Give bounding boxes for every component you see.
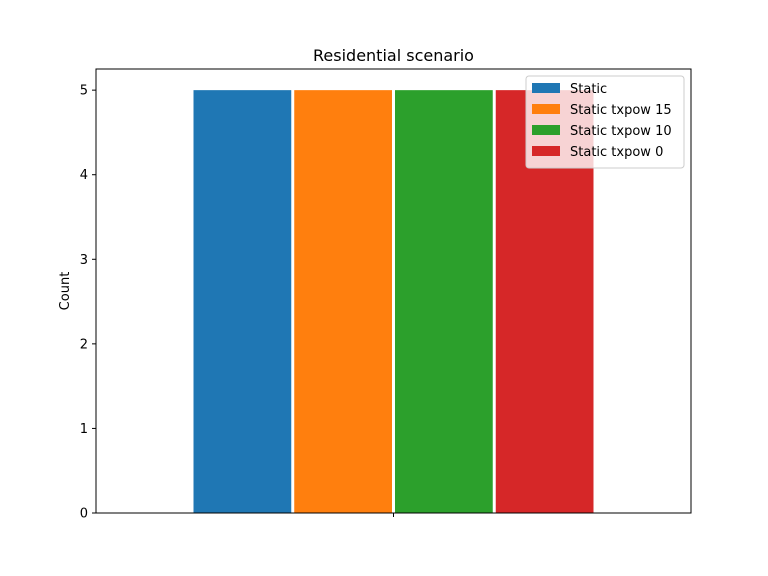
y-tick-label: 5: [80, 84, 88, 99]
y-ticks-group: 0 1 2 3 4 5: [80, 84, 96, 522]
y-axis-label: Count: [58, 272, 73, 311]
legend-swatch: [532, 146, 560, 156]
y-tick-label: 4: [80, 168, 88, 183]
y-tick-label: 1: [80, 422, 88, 437]
legend-swatch: [532, 83, 560, 93]
bar: [395, 90, 493, 514]
legend-label: Static txpow 15: [570, 103, 672, 118]
legend-swatch: [532, 104, 560, 114]
legend-swatch: [532, 125, 560, 135]
y-tick-label: 2: [80, 337, 88, 352]
chart-title: Residential scenario: [313, 46, 474, 65]
legend-label: Static txpow 10: [570, 124, 672, 139]
legend-label: Static: [570, 82, 607, 97]
y-tick-label: 0: [80, 507, 88, 522]
y-tick-label: 3: [80, 253, 88, 268]
legend-box: [525, 75, 685, 169]
legend: Static Static txpow 15 Static txpow 10 Stat…: [525, 75, 685, 169]
bar: [294, 90, 392, 514]
legend-label: Static txpow 0: [570, 145, 663, 160]
bar: [193, 90, 292, 514]
